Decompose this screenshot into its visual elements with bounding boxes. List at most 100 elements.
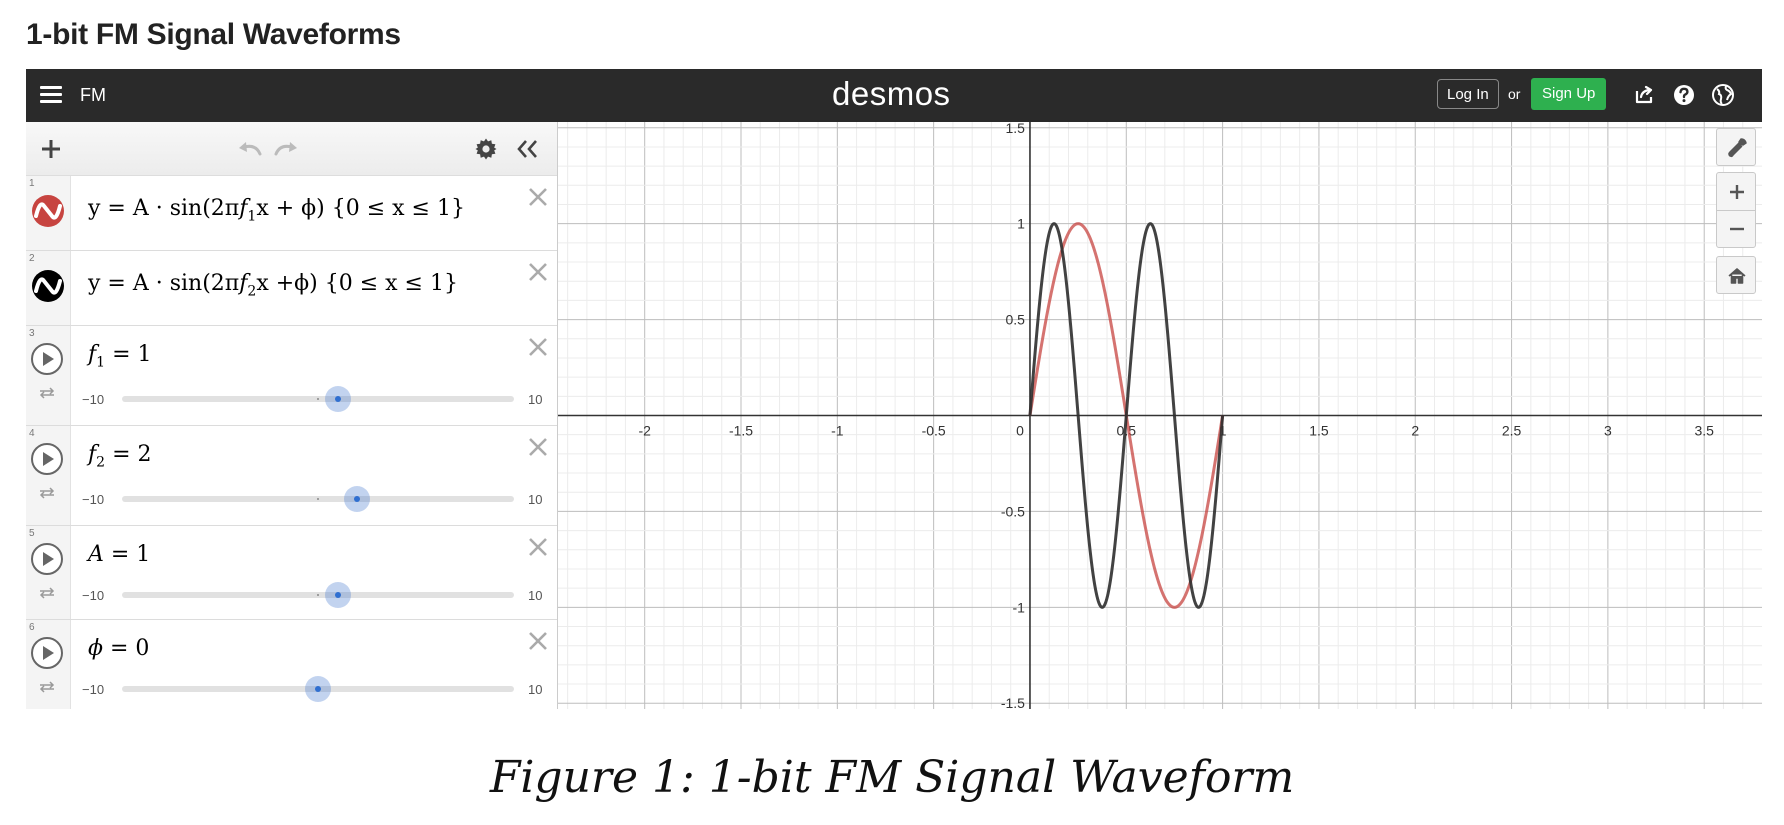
- slider-variable[interactable]: ϕ = 0: [88, 636, 150, 661]
- help-icon[interactable]: [1671, 82, 1697, 108]
- expression-list: 1 y = A · sin(2πf1x + ϕ) {0 ≤ x ≤ 1} 2 y…: [26, 122, 558, 709]
- expression-index: 2: [29, 253, 35, 264]
- expression-index: 5: [29, 528, 35, 539]
- delete-expression-icon[interactable]: [525, 259, 551, 285]
- expression-latex[interactable]: y = A · sin(2πf1x + ϕ) {0 ≤ x ≤ 1}: [88, 196, 465, 225]
- expression-latex[interactable]: y = A · sin(2πf2x +ϕ) {0 ≤ x ≤ 1}: [88, 271, 458, 300]
- y-tick-label: 0.5: [1005, 312, 1025, 328]
- waveform-curve-2: [1028, 222, 1225, 609]
- share-icon[interactable]: [1632, 82, 1658, 108]
- expression-row-2[interactable]: 2 y = A · sin(2πf2x +ϕ) {0 ≤ x ≤ 1}: [26, 251, 557, 326]
- x-tick-label: -2: [638, 423, 651, 439]
- signup-button[interactable]: Sign Up: [1531, 78, 1607, 110]
- slider-zero-tick: [317, 398, 319, 400]
- slider-min[interactable]: −10: [82, 588, 105, 603]
- settings-icon[interactable]: [474, 137, 498, 161]
- slider-thumb[interactable]: [324, 582, 351, 608]
- delete-expression-icon[interactable]: [525, 184, 551, 210]
- slider-zero-tick: [317, 594, 319, 596]
- wave-color-icon[interactable]: [31, 194, 65, 228]
- x-tick-label: -1.5: [729, 423, 753, 439]
- loop-icon[interactable]: [38, 586, 56, 600]
- expression-gutter: 4: [26, 426, 71, 525]
- or-label: or: [1508, 86, 1521, 102]
- play-icon[interactable]: [30, 342, 64, 376]
- home-icon: [1728, 268, 1746, 284]
- wave-color-icon[interactable]: [31, 269, 65, 303]
- graph-settings-button[interactable]: [1716, 128, 1756, 166]
- wrench-icon: [1728, 138, 1747, 158]
- slider-variable[interactable]: f1 = 1: [88, 342, 152, 371]
- zoom-out-icon[interactable]: [1728, 220, 1746, 238]
- slider-min[interactable]: −10: [82, 682, 105, 697]
- slider-variable[interactable]: f2 = 2: [88, 442, 152, 471]
- slider-row-phi[interactable]: 6 ϕ = 0 −10 10: [26, 620, 557, 709]
- play-icon[interactable]: [30, 542, 64, 576]
- default-viewport-button[interactable]: [1716, 256, 1756, 294]
- redo-icon[interactable]: [272, 138, 300, 158]
- loop-icon[interactable]: [38, 680, 56, 694]
- language-icon[interactable]: [1710, 82, 1736, 108]
- expression-toolbar: [26, 122, 557, 176]
- delete-expression-icon[interactable]: [525, 434, 551, 460]
- slider-track[interactable]: [122, 386, 514, 412]
- y-tick-label: 1: [1017, 216, 1025, 232]
- add-icon[interactable]: [40, 138, 62, 160]
- slider-thumb[interactable]: [344, 486, 371, 512]
- slider-min[interactable]: −10: [82, 492, 105, 507]
- slider-min[interactable]: −10: [82, 392, 105, 407]
- slider-track[interactable]: [122, 582, 514, 608]
- menu-icon[interactable]: [40, 83, 62, 107]
- header-bar: FM desmos Log In or Sign Up: [26, 69, 1762, 122]
- y-tick-label: -1: [1013, 599, 1026, 615]
- slider-variable[interactable]: A = 1: [88, 542, 151, 567]
- zoom-divider: [1717, 210, 1755, 211]
- slider-thumb[interactable]: [324, 386, 351, 412]
- expression-gutter: 2: [26, 251, 71, 325]
- play-icon[interactable]: [30, 636, 64, 670]
- loop-icon[interactable]: [38, 386, 56, 400]
- graph-name[interactable]: FM: [80, 85, 106, 105]
- expression-index: 6: [29, 622, 35, 633]
- zoom-in-icon[interactable]: [1728, 183, 1746, 201]
- slider-max[interactable]: 10: [528, 682, 543, 697]
- x-tick-label: 3.5: [1694, 423, 1714, 439]
- graph-paper[interactable]: -2 -1.5 -1 -0.5 0 0.5 1 1.5 2 2.5 3 3.5 1.5 1 0.5 -0.5-…: [558, 122, 1762, 709]
- expression-gutter: 5: [26, 526, 71, 619]
- y-tick-label: -0.5: [1001, 503, 1025, 519]
- slider-thumb[interactable]: [305, 676, 331, 702]
- expression-row-1[interactable]: 1 y = A · sin(2πf1x + ϕ) {0 ≤ x ≤ 1}: [26, 176, 557, 251]
- play-icon[interactable]: [30, 442, 64, 476]
- desmos-app: FM desmos Log In or Sign Up: [26, 69, 1762, 709]
- slider-max[interactable]: 10: [528, 492, 543, 507]
- delete-expression-icon[interactable]: [525, 534, 551, 560]
- slider-track[interactable]: [122, 676, 514, 702]
- undo-icon[interactable]: [236, 138, 264, 158]
- slider-row-a[interactable]: 5 A = 1 −10 10: [26, 526, 557, 620]
- x-tick-label: 3: [1604, 423, 1612, 439]
- x-tick-label: -1: [831, 423, 844, 439]
- figure-caption: Figure 1: 1-bit FM Signal Waveform: [489, 752, 1295, 803]
- slider-max[interactable]: 10: [528, 392, 543, 407]
- y-tick-label: 1.5: [1005, 122, 1025, 136]
- slider-row-f2[interactable]: 4 f2 = 2 −10 10: [26, 426, 557, 526]
- loop-icon[interactable]: [38, 486, 56, 500]
- delete-expression-icon[interactable]: [525, 334, 551, 360]
- zoom-controls: [1716, 172, 1756, 248]
- x-tick-label: 2: [1411, 423, 1419, 439]
- desmos-logo: desmos: [832, 75, 951, 112]
- expression-gutter: 6: [26, 620, 71, 709]
- delete-expression-icon[interactable]: [525, 628, 551, 654]
- expression-index: 4: [29, 428, 35, 439]
- slider-max[interactable]: 10: [528, 588, 543, 603]
- login-button[interactable]: Log In: [1437, 79, 1499, 109]
- expression-gutter: 3: [26, 326, 71, 425]
- x-tick-label: -0.5: [922, 423, 946, 439]
- expression-index: 1: [29, 178, 35, 189]
- collapse-icon[interactable]: [516, 139, 540, 159]
- x-tick-label: 0: [1016, 423, 1024, 439]
- slider-track[interactable]: [122, 486, 514, 512]
- slider-row-f1[interactable]: 3 f1 = 1 −10 10: [26, 326, 557, 426]
- x-tick-label: 2.5: [1502, 423, 1522, 439]
- graph-canvas[interactable]: -2 -1.5 -1 -0.5 0 0.5 1 1.5 2 2.5 3 3.51.510.5-0.5-…: [558, 122, 1762, 709]
